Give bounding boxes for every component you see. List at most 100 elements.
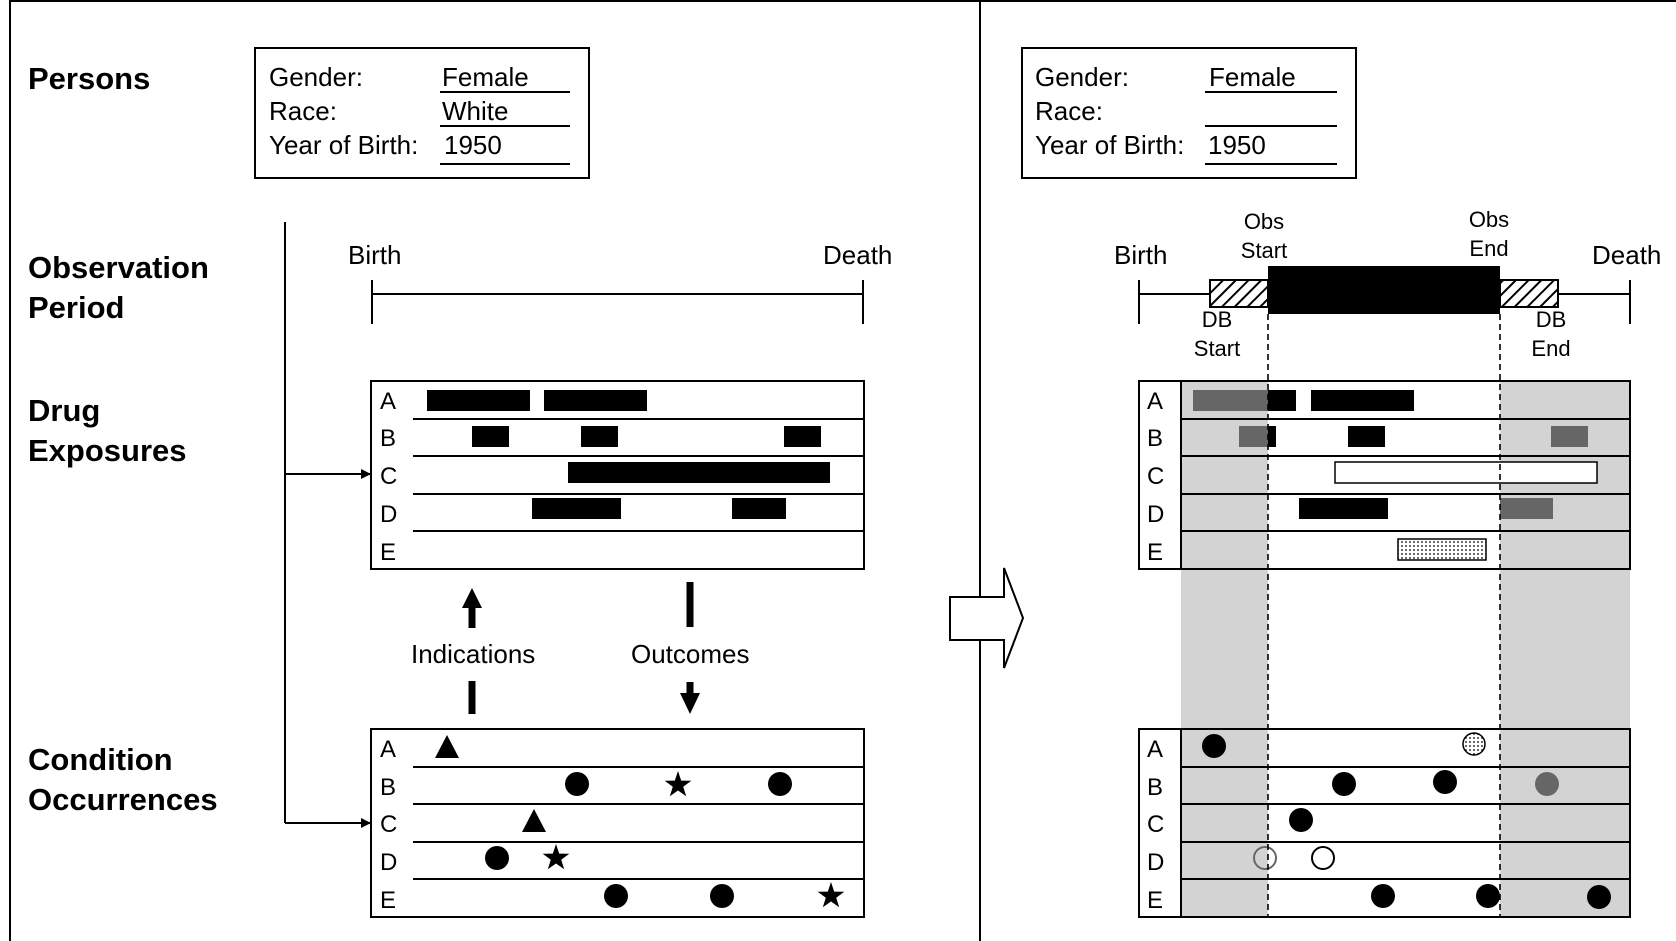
obs-start-label-1: Obs	[1244, 209, 1284, 234]
row-label-e: E	[380, 539, 396, 566]
left-condition-table: A B C D E	[370, 728, 865, 918]
row-label-c: C	[380, 463, 397, 490]
drug-era	[1268, 426, 1276, 447]
row-label-a: A	[380, 388, 396, 415]
star-marker	[817, 882, 845, 908]
outcomes-arrow	[680, 582, 700, 714]
drug-era	[568, 462, 830, 483]
obs-end-label-1: Obs	[1469, 207, 1509, 232]
left-death-label: Death	[823, 240, 892, 270]
race-value: White	[442, 96, 508, 126]
left-connector	[284, 222, 371, 828]
db-start-hatch	[1209, 279, 1269, 308]
transform-arrow	[949, 567, 1025, 669]
star-marker	[664, 771, 692, 797]
right-death-label: Death	[1592, 240, 1661, 270]
circle-marker	[1289, 808, 1313, 832]
dotted-circle-marker	[1462, 732, 1486, 756]
section-drug-exposures-1: Drug	[28, 393, 100, 428]
row-label-d: D	[1147, 501, 1164, 528]
row-label-b: B	[1147, 425, 1163, 452]
yob-value: 1950	[444, 130, 502, 160]
db-end-label-1: DB	[1536, 307, 1567, 332]
race-label: Race:	[269, 96, 337, 126]
drug-era	[472, 426, 509, 447]
circle-marker	[1332, 772, 1356, 796]
right-timeline	[1138, 266, 1631, 324]
open-circle-marker	[1311, 846, 1335, 870]
row-label-c: C	[1147, 463, 1164, 490]
drug-era-unobserved	[1239, 426, 1268, 447]
circle-marker	[565, 772, 589, 796]
row-label-e: E	[380, 887, 396, 914]
obs-start-label-2: Start	[1241, 238, 1287, 263]
triangle-marker	[522, 809, 546, 832]
section-observation-period-1: Observation	[28, 250, 209, 285]
left-birth-label: Birth	[348, 240, 401, 270]
circle-marker	[485, 846, 509, 870]
drug-era	[544, 390, 647, 411]
right-drug-table: A B C D E	[1138, 380, 1631, 570]
section-observation-period-2: Period	[28, 290, 124, 325]
drug-era	[581, 426, 618, 447]
drug-era	[1348, 426, 1385, 447]
outcomes-label: Outcomes	[631, 639, 750, 669]
circle-marker	[1371, 884, 1395, 908]
drug-era-dotted	[1397, 538, 1487, 561]
row-label-e: E	[1147, 887, 1163, 914]
db-start-label-2: Start	[1194, 336, 1240, 361]
drug-era	[532, 498, 621, 519]
row-label-a: A	[1147, 736, 1163, 763]
db-start-label-1: DB	[1202, 307, 1233, 332]
circle-marker	[1476, 884, 1500, 908]
drug-era	[732, 498, 786, 519]
row-label-d: D	[380, 849, 397, 876]
row-label-c: C	[380, 811, 397, 838]
triangle-marker	[435, 735, 459, 758]
db-end-label-2: End	[1531, 336, 1570, 361]
frame	[9, 0, 1676, 941]
row-label-d: D	[1147, 849, 1164, 876]
race-label: Race:	[1035, 96, 1103, 126]
circle-marker	[1587, 885, 1611, 909]
row-label-b: B	[380, 774, 396, 801]
row-label-b: B	[380, 425, 396, 452]
drug-era-unobserved	[1193, 390, 1268, 411]
row-label-b: B	[1147, 774, 1163, 801]
row-label-d: D	[380, 501, 397, 528]
left-person-box: Gender: Female Race: White Year of Birth…	[254, 47, 590, 179]
row-label-c: C	[1147, 811, 1164, 838]
circle-marker	[768, 772, 792, 796]
left-drug-table: A B C D E	[370, 380, 865, 570]
drug-era	[1299, 498, 1388, 519]
drug-era	[784, 426, 821, 447]
gender-label: Gender:	[269, 62, 363, 92]
observation-period-bar	[1268, 266, 1500, 314]
section-condition-occurrences-1: Condition	[28, 742, 173, 777]
section-persons: Persons	[28, 61, 150, 96]
circle-marker	[710, 884, 734, 908]
yob-label: Year of Birth:	[1035, 130, 1184, 160]
drug-era	[1268, 390, 1296, 411]
yob-label: Year of Birth:	[269, 130, 418, 160]
yob-value: 1950	[1208, 130, 1266, 160]
gender-label: Gender:	[1035, 62, 1129, 92]
row-label-a: A	[1147, 388, 1163, 415]
unobserved-region-start	[1181, 381, 1268, 917]
star-marker	[542, 844, 570, 870]
gender-value: Female	[1209, 62, 1296, 92]
circle-marker	[1433, 770, 1457, 794]
gender-value: Female	[442, 62, 529, 92]
open-circle-marker-unobserved	[1253, 846, 1277, 870]
section-drug-exposures-2: Exposures	[28, 433, 187, 468]
db-end-hatch	[1499, 279, 1559, 308]
right-birth-label: Birth	[1114, 240, 1167, 270]
section-condition-occurrences-2: Occurrences	[28, 782, 218, 817]
row-label-e: E	[1147, 539, 1163, 566]
indications-arrow	[462, 588, 482, 714]
row-label-a: A	[380, 736, 396, 763]
drug-era-unobserved	[1551, 426, 1588, 447]
right-condition-table: A B C D E	[1138, 728, 1631, 918]
circle-marker-unobserved	[1535, 772, 1559, 796]
right-person-box: Gender: Female Race: Year of Birth: 1950	[1021, 47, 1357, 179]
